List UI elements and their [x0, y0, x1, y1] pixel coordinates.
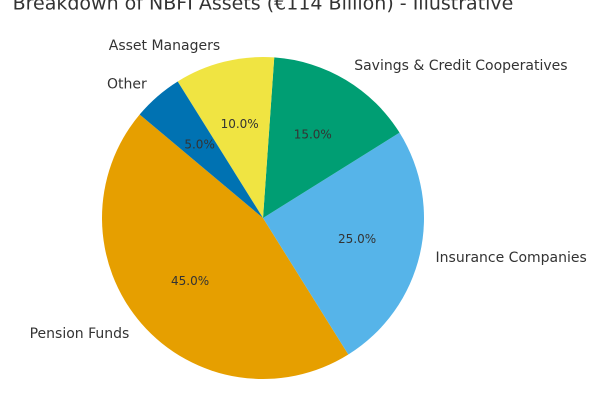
slice-label: Savings & Credit Cooperatives — [354, 58, 567, 74]
pie-slice — [263, 57, 400, 219]
slice-label: Other — [107, 76, 147, 92]
value-label: 10.0% — [221, 117, 259, 131]
value-label: 5.0% — [184, 138, 215, 152]
slice-label: Asset Managers — [109, 38, 220, 54]
slice-label: Insurance Companies — [436, 250, 587, 266]
pie-slice — [101, 114, 349, 380]
pie-slice — [139, 81, 263, 218]
slice-label: Pension Funds — [30, 326, 130, 342]
pie-slice — [177, 57, 275, 219]
pie-slice — [263, 132, 424, 355]
value-label: 15.0% — [294, 128, 332, 142]
value-label: 45.0% — [171, 274, 209, 288]
chart-title: Breakdown of NBFI Assets (€114 Billion) … — [13, 0, 514, 15]
value-label: 25.0% — [338, 232, 376, 246]
